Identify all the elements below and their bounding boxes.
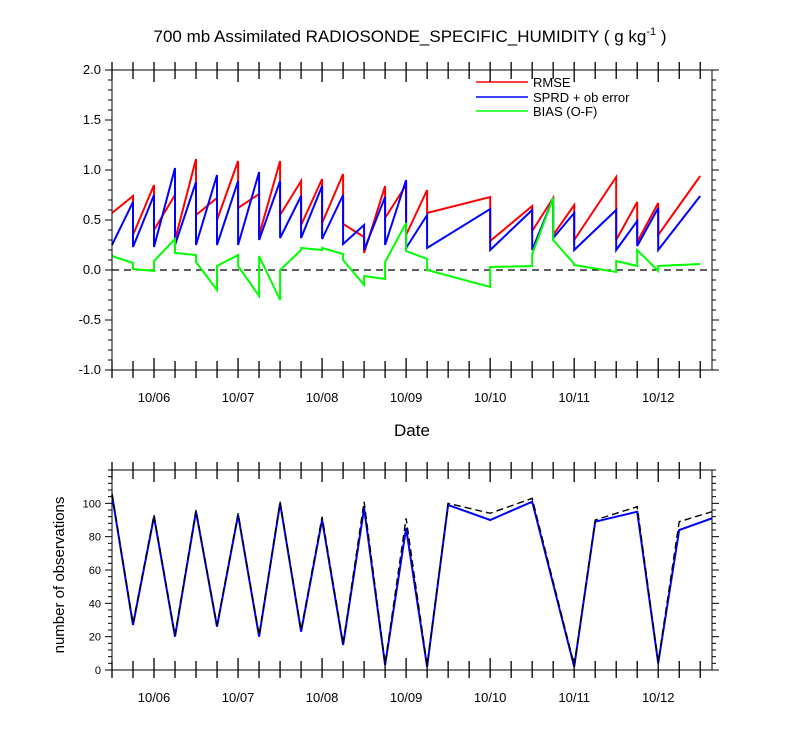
legend-sprd-label: SPRD + ob error (533, 90, 630, 105)
bottom-ytick-label: 60 (89, 565, 101, 577)
bottom-ytick-label: 80 (89, 532, 101, 544)
bottom-ytick-label: 40 (89, 598, 101, 610)
top-ytick-label: 0.0 (83, 262, 101, 277)
top-xtick-label: 10/07 (222, 390, 255, 405)
bottom-series-observations-total (111, 493, 713, 666)
top-xtick-label: 10/10 (474, 390, 507, 405)
bottom-panel: 100 80 60 40 20 0 10/06 10/07 10/08 10/09 10/10 10/… (51, 462, 719, 705)
top-panel: RMSE SPRD + ob error BIAS (O-F) 2.0 1.5 1.… (79, 62, 719, 440)
bottom-ytick-label: 20 (89, 632, 101, 644)
top-plot-area (111, 158, 712, 301)
y-axis-label: number of observations (51, 497, 68, 654)
bottom-plot-area (111, 493, 713, 667)
bottom-xtick-label: 10/09 (390, 690, 423, 705)
top-ytick-label: -1.0 (79, 362, 101, 377)
bottom-xtick-label: 10/12 (642, 690, 675, 705)
top-ytick-label: 1.0 (83, 162, 101, 177)
bottom-ytick-label: 0 (95, 665, 101, 677)
top-ytick-label: -0.5 (79, 312, 101, 327)
legend-bias-label: BIAS (O-F) (533, 104, 597, 119)
bottom-axes: 100 80 60 40 20 0 10/06 10/07 10/08 10/09 10/10 10/… (83, 462, 719, 705)
top-ytick-label: 1.5 (83, 112, 101, 127)
top-series-sprd-ob-error (111, 167, 701, 254)
top-legend: RMSE SPRD + ob error BIAS (O-F) (476, 75, 630, 119)
top-xtick-label: 10/08 (306, 390, 339, 405)
bottom-xtick-label: 10/06 (138, 690, 171, 705)
bottom-ytick-label: 100 (83, 498, 101, 510)
top-xtick-label: 10/06 (138, 390, 171, 405)
x-axis-label: Date (394, 421, 430, 440)
bottom-xtick-label: 10/11 (558, 690, 590, 705)
legend-rmse-label: RMSE (533, 75, 571, 90)
bottom-series-observations-used (111, 494, 713, 667)
top-series-bias-o-f (111, 197, 701, 301)
bottom-xtick-label: 10/10 (474, 690, 507, 705)
bottom-xtick-label: 10/08 (306, 690, 339, 705)
top-axes: 2.0 1.5 1.0 0.5 0.0 -0.5 -1.0 10/06 10/07 10/08 10… (79, 62, 719, 405)
top-xtick-label: 10/12 (642, 390, 675, 405)
top-xtick-label: 10/11 (558, 390, 590, 405)
chart-title: 700 mb Assimilated RADIOSONDE_SPECIFIC_H… (154, 26, 667, 46)
bottom-xtick-label: 10/07 (222, 690, 255, 705)
top-ytick-label: 2.0 (83, 62, 101, 77)
top-ytick-label: 0.5 (83, 212, 101, 227)
top-xtick-label: 10/09 (390, 390, 423, 405)
